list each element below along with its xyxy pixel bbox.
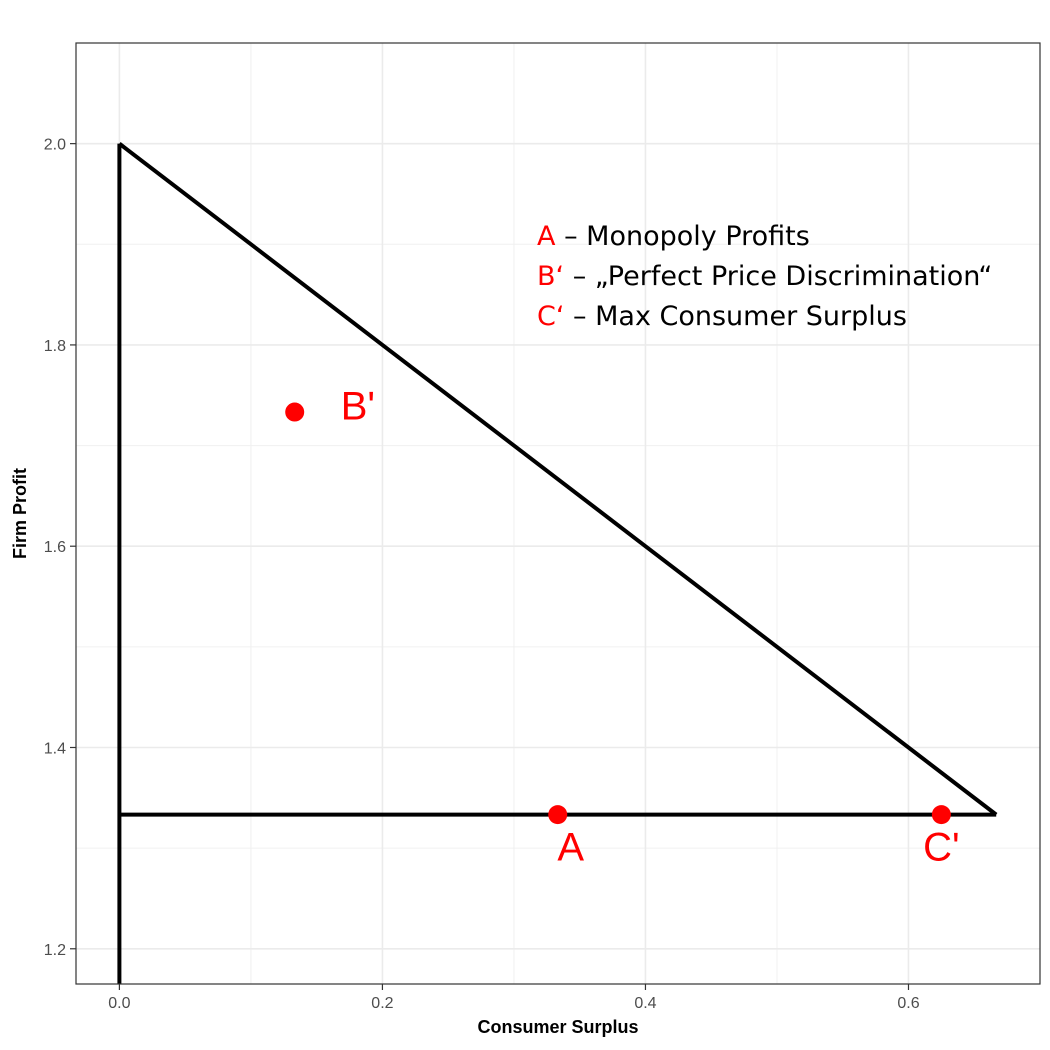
y-tick-label: 1.4 <box>44 740 66 757</box>
legend-key: A <box>537 221 556 252</box>
x-tick-label: 0.2 <box>371 995 393 1012</box>
legend-description: – „Perfect Price Discrimination“ <box>564 261 992 292</box>
x-tick-label: 0.0 <box>108 995 130 1012</box>
y-tick-label: 1.2 <box>44 942 66 959</box>
legend-entry: A – Monopoly Profits <box>537 221 810 252</box>
legend-entry: B‘ – „Perfect Price Discrimination“ <box>537 261 992 292</box>
legend-entry: C‘ – Max Consumer Surplus <box>537 301 907 332</box>
y-axis-ticks: 1.2 1.4 1.6 1.8 2.0 <box>44 137 76 959</box>
y-tick-label: 2.0 <box>44 137 66 154</box>
legend-description: – Max Consumer Surplus <box>564 301 907 332</box>
legend-key: B‘ <box>537 261 564 292</box>
data-points <box>285 402 951 825</box>
legend-key: C‘ <box>537 301 564 332</box>
major-gridlines <box>76 43 1040 984</box>
data-point <box>285 402 305 422</box>
data-point <box>548 805 568 825</box>
x-axis-ticks: 0.0 0.2 0.4 0.6 <box>108 984 920 1012</box>
point-label: C' <box>923 826 960 870</box>
point-label: A <box>557 826 584 870</box>
y-tick-label: 1.6 <box>44 539 66 556</box>
x-axis-title: Consumer Surplus <box>477 1017 638 1037</box>
point-label: B' <box>341 385 375 429</box>
data-point <box>931 805 951 825</box>
panel-border <box>75 42 1041 985</box>
point-labels: A B' C' <box>341 385 960 870</box>
x-tick-label: 0.6 <box>897 995 919 1012</box>
annotation-legend: A – Monopoly Profits B‘ – „Perfect Price … <box>537 221 992 332</box>
frontier-segment <box>118 142 998 817</box>
x-tick-label: 0.4 <box>634 995 656 1012</box>
legend-description: – Monopoly Profits <box>555 221 809 252</box>
y-axis-title: Firm Profit <box>10 468 30 559</box>
minor-gridlines <box>76 43 1040 984</box>
y-tick-label: 1.8 <box>44 338 66 355</box>
